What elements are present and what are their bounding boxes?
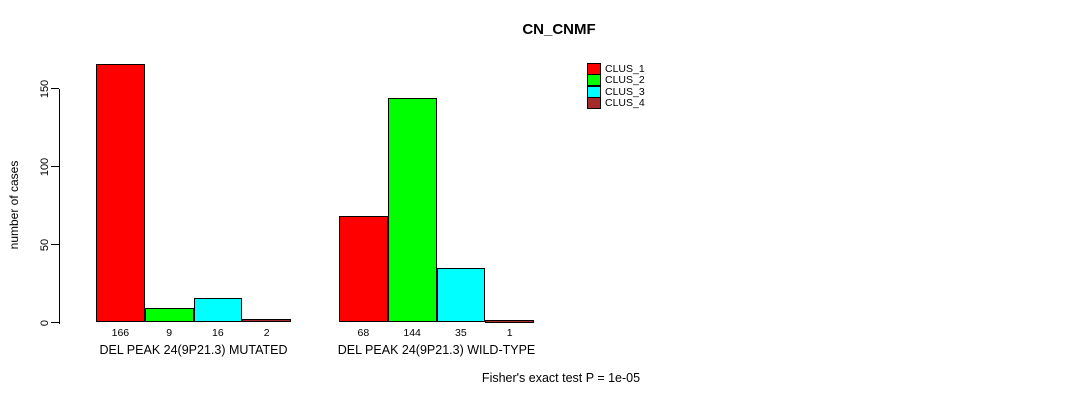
bar-value-label: 35 — [455, 327, 467, 339]
legend-swatch-clus_3 — [587, 85, 601, 98]
y-axis-line — [58, 88, 60, 324]
legend-swatch-clus_2 — [587, 74, 601, 87]
bar-value-label: 9 — [166, 327, 173, 339]
bar-value-label: 16 — [212, 327, 224, 339]
category-label: DEL PEAK 24(9P21.3) MUTATED — [99, 343, 288, 357]
legend-label: CLUS_4 — [605, 97, 645, 110]
bar-clus_4-group2 — [485, 319, 534, 323]
legend-label: CLUS_2 — [605, 74, 645, 87]
bar-clus_1-group2 — [339, 216, 388, 323]
legend-item-clus_1: CLUS_1 — [587, 62, 645, 75]
legend-swatch-clus_1 — [587, 62, 601, 75]
y-axis-tick-label: 150 — [39, 79, 51, 98]
legend-swatch-clus_4 — [587, 97, 601, 110]
bar-value-label: 1 — [506, 327, 513, 339]
bar-clus_1-group1 — [96, 63, 145, 323]
bar-clus_2-group1 — [144, 308, 194, 323]
legend-label: CLUS_1 — [605, 62, 645, 75]
bar-clus_4-group1 — [242, 319, 291, 323]
bar-clus_2-group2 — [387, 97, 437, 323]
bar-value-label: 2 — [263, 327, 270, 339]
bar-value-label: 68 — [357, 327, 370, 339]
y-axis-tick — [50, 87, 59, 90]
bar-clus_3-group1 — [193, 297, 243, 323]
legend-item-clus_3: CLUS_3 — [587, 85, 645, 98]
y-axis-tick — [50, 165, 59, 168]
y-axis-tick-label: 100 — [39, 157, 51, 176]
y-axis-tick-label: 0 — [39, 319, 51, 326]
category-label: DEL PEAK 24(9P21.3) WILD-TYPE — [337, 343, 536, 357]
legend-item-clus_2: CLUS_2 — [587, 74, 645, 87]
y-axis-label: number of cases — [7, 160, 21, 250]
chart-title: CN_CNMF — [522, 21, 596, 38]
legend-label: CLUS_3 — [605, 85, 645, 98]
bar-value-label: 144 — [403, 327, 421, 339]
legend-item-clus_4: CLUS_4 — [587, 97, 645, 110]
bar-clus_3-group2 — [436, 267, 486, 323]
annotation-fisher-test: Fisher's exact test P = 1e-05 — [481, 371, 641, 385]
y-axis-tick — [50, 321, 59, 324]
y-axis-tick — [50, 243, 59, 246]
y-axis-tick-label: 50 — [39, 238, 51, 251]
bar-value-label: 166 — [111, 327, 130, 339]
legend: CLUS_1 CLUS_2 CLUS_3 CLUS_4 — [587, 62, 645, 110]
